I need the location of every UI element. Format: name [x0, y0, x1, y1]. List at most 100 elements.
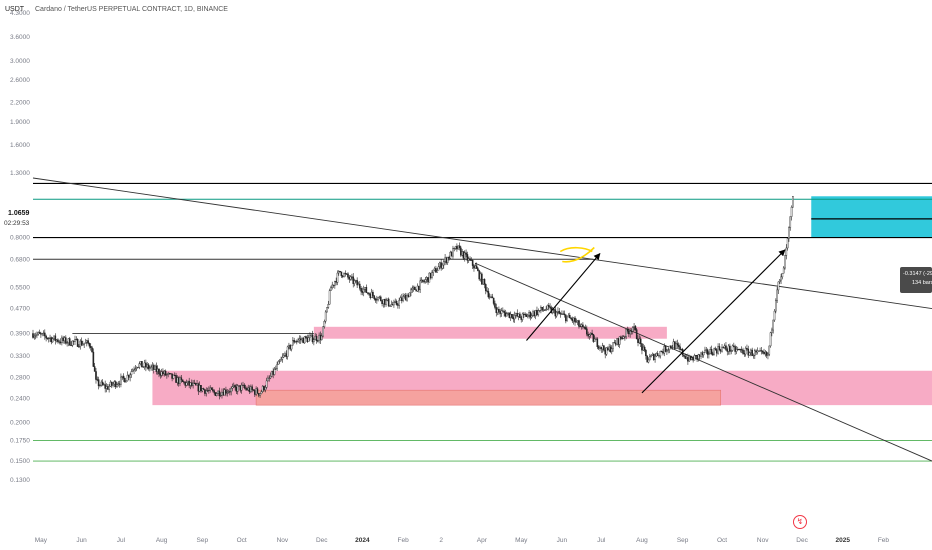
lightning-icon[interactable]: ↯: [793, 515, 807, 529]
candle-body: [621, 338, 624, 340]
candle-body: [86, 340, 88, 343]
candle-body: [351, 276, 353, 278]
candle-body: [109, 381, 112, 387]
candle-body: [723, 345, 726, 348]
candle-body: [509, 314, 512, 318]
candle-body: [105, 386, 108, 389]
candle-body: [778, 279, 781, 283]
candle-body: [651, 354, 654, 356]
candle-body: [677, 344, 680, 347]
candle-body: [490, 296, 492, 298]
candle-body: [460, 247, 462, 256]
candle-body: [389, 305, 391, 307]
candle-body: [334, 281, 336, 286]
candle-body: [757, 350, 760, 352]
candle-body: [217, 390, 219, 394]
candle-body: [752, 355, 755, 357]
candle-body: [624, 336, 626, 338]
candle-body: [74, 339, 76, 342]
candle-body: [99, 385, 101, 387]
candle-body: [744, 348, 747, 355]
candle-body: [239, 385, 242, 391]
candle-body: [381, 300, 383, 305]
candle-body: [761, 350, 764, 353]
x-tick-label: May: [515, 537, 528, 544]
candle-body: [46, 337, 49, 339]
candle-body: [112, 383, 114, 386]
candle-body: [378, 296, 381, 298]
arrows-layer: [526, 246, 786, 394]
candle-body: [295, 341, 298, 343]
candle-body: [646, 355, 649, 363]
candle-body: [49, 337, 51, 339]
x-tick-label: Jul: [117, 537, 126, 544]
candle-body: [712, 353, 714, 356]
candle-body: [34, 335, 37, 337]
candle-body: [427, 277, 429, 283]
candle-body: [137, 366, 139, 368]
candle-body: [530, 315, 533, 318]
candle-body: [331, 284, 334, 288]
candle-body: [629, 330, 631, 335]
y-tick-label: 3.0000: [10, 58, 30, 65]
candle-body: [603, 345, 605, 351]
x-tick-label: Jun: [557, 537, 568, 544]
y-tick-label: 1.9000: [10, 119, 30, 126]
candle-body: [444, 257, 446, 262]
candle-body: [523, 313, 525, 315]
candle-body: [268, 377, 271, 379]
candle-body: [339, 270, 341, 273]
candle-body: [645, 349, 647, 356]
y-tick-label: 2.6000: [10, 77, 30, 84]
candle-body: [691, 357, 693, 360]
candle-body: [54, 335, 57, 341]
candle-body: [776, 289, 778, 301]
measure-tooltip-change: -0.3147 (-29: [903, 271, 932, 277]
candle-body: [520, 317, 523, 320]
candle-body: [149, 367, 151, 369]
candle-body: [706, 349, 709, 355]
candle-body: [702, 351, 705, 356]
candle-body: [411, 287, 414, 291]
x-tick-label: Dec: [796, 537, 808, 544]
candle-body: [666, 350, 668, 352]
candle-body: [96, 379, 99, 381]
x-tick-label: 2024: [355, 537, 370, 544]
price-badge: 1.0659 02:29:53: [2, 209, 32, 233]
candle-body: [553, 309, 555, 311]
levels-layer: [33, 182, 932, 462]
candle-body: [429, 272, 432, 278]
candle-body: [613, 342, 616, 344]
candle-body: [78, 346, 80, 348]
x-tick-label: Oct: [237, 537, 247, 544]
candle-body: [403, 294, 406, 297]
candle-body: [790, 206, 793, 217]
candle-body: [658, 355, 660, 357]
candle-body: [83, 343, 85, 345]
candle-body: [41, 333, 43, 335]
candle-body: [259, 393, 261, 396]
candle-body: [215, 393, 218, 396]
candle-body: [274, 368, 277, 370]
candle-body: [103, 384, 105, 386]
measure-tooltip-bars: 134 bars: [912, 280, 932, 286]
candle-body: [398, 300, 400, 306]
candle-body: [172, 374, 175, 379]
x-tick-label: Sep: [677, 537, 689, 544]
candle-body: [120, 376, 122, 385]
candle-body: [649, 356, 651, 361]
candle-body: [475, 265, 478, 269]
candle-body: [463, 252, 466, 259]
candle-body: [214, 392, 217, 396]
candle-body: [546, 305, 549, 310]
candle-body: [265, 380, 268, 388]
candle-body: [792, 196, 794, 208]
candle-body: [187, 380, 189, 384]
candle-body: [688, 355, 691, 362]
candle-body: [285, 353, 288, 357]
candle-body: [515, 313, 517, 316]
candle-body: [95, 371, 97, 380]
long-downtrend: [32, 177, 932, 310]
candle-body: [62, 337, 64, 342]
